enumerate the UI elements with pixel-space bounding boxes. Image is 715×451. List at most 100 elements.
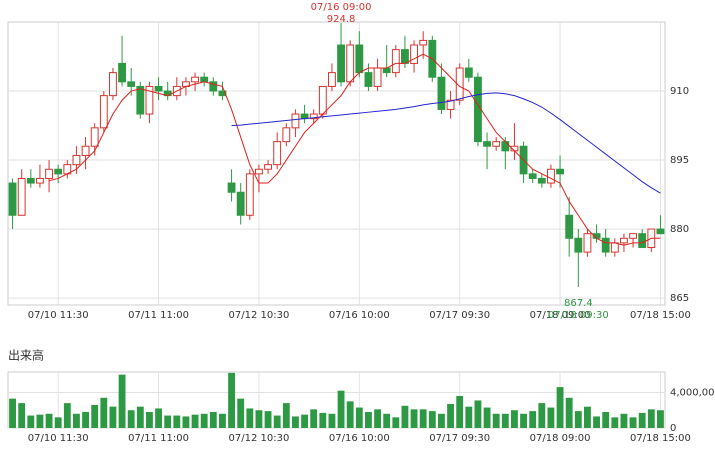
volume-bar [91, 404, 99, 428]
candle-body [200, 76, 209, 83]
volume-bar [657, 410, 664, 428]
x-tick-label: 07/18 15:00 [630, 433, 691, 444]
candle-body [565, 214, 574, 239]
candle-body [54, 168, 63, 175]
candle-body [255, 168, 263, 175]
candle-body [236, 191, 245, 216]
volume-bar [155, 408, 162, 428]
volume-bar [638, 412, 646, 428]
candle-body [291, 113, 300, 129]
volume-bar [54, 417, 62, 428]
candle-body [154, 85, 163, 92]
volume-bar [118, 374, 126, 428]
candle-body [501, 141, 510, 152]
candle-body [474, 76, 482, 143]
candle-body [145, 85, 154, 115]
volume-bar [346, 401, 354, 428]
volume-bar [109, 406, 117, 428]
volume-bar [63, 403, 71, 428]
volume-bar [410, 409, 418, 428]
x-tick-label: 07/18 15:00 [630, 310, 691, 321]
volume-bar [9, 398, 16, 428]
x-tick-label: 07/18 09:00 [530, 433, 591, 444]
candle-body [17, 177, 26, 216]
volume-bar [474, 400, 482, 428]
volume-bar [328, 413, 336, 428]
volume-bar [246, 408, 254, 428]
volume-bar [647, 409, 655, 428]
volume-bar [529, 411, 537, 428]
volume-bar [383, 413, 391, 428]
volume-bar [419, 409, 427, 428]
candle-body [99, 95, 108, 129]
candle-body [656, 228, 665, 235]
x-tick-label: 07/10 11:30 [28, 433, 89, 444]
candle-body [492, 141, 501, 147]
candle-body [373, 67, 382, 87]
candle-body [410, 44, 418, 64]
volume-bar [36, 414, 44, 428]
volume-bar [164, 415, 172, 428]
low-annotation-value: 867.4 [564, 298, 593, 309]
candle-body [547, 168, 555, 184]
volume-bar [319, 412, 327, 428]
volume-bar [127, 410, 135, 428]
volume-bar [538, 403, 546, 428]
candle-body [401, 49, 409, 64]
candle-body [191, 76, 199, 83]
volume-bar [447, 404, 454, 428]
candle-body [601, 237, 610, 253]
x-tick-label: 07/16 10:00 [329, 310, 390, 321]
candle-body [346, 44, 355, 83]
candle-body [528, 173, 537, 179]
volume-bar [136, 406, 144, 428]
volume-bar [255, 410, 263, 428]
y-tick-label: 910 [670, 86, 689, 97]
volume-bar [511, 410, 518, 428]
volume-bar [501, 413, 509, 428]
candle-body [273, 141, 282, 166]
volume-bar [292, 416, 299, 428]
volume-bar [237, 398, 245, 428]
volume-bar [18, 403, 26, 428]
candle-body [355, 44, 364, 74]
volume-bar [82, 412, 89, 428]
volume-bar [45, 413, 53, 428]
volume-bar [73, 413, 80, 428]
volume-bar [337, 390, 345, 428]
candle-body [109, 72, 117, 97]
candle-body [483, 141, 491, 147]
x-tick-label: 07/11 11:00 [128, 310, 189, 321]
candle-body [455, 67, 464, 101]
volume-bar [273, 415, 281, 428]
y-tick-label: 4,000,000 [670, 387, 715, 398]
x-tick-label: 07/17 09:30 [429, 433, 490, 444]
volume-bar [556, 387, 564, 428]
volume-bar [301, 414, 308, 428]
volume-bar [173, 415, 181, 428]
candle-body [318, 85, 327, 115]
candle-body [382, 67, 391, 74]
candle-body [45, 168, 53, 179]
x-tick-label: 07/12 10:30 [229, 310, 290, 321]
candle-body [464, 67, 473, 78]
x-tick-label: 07/11 11:00 [128, 433, 189, 444]
candle-body [629, 233, 637, 239]
x-tick-label: 07/12 10:30 [229, 433, 290, 444]
volume-bar [438, 413, 445, 428]
volume-bar [620, 413, 628, 428]
candle-body [8, 182, 17, 216]
candle-body [583, 233, 592, 253]
high-annotation-value: 924.8 [327, 14, 356, 25]
candle-body [610, 242, 619, 253]
y-tick-label: 895 [670, 155, 689, 166]
candle-body [136, 85, 145, 115]
volume-bar [520, 413, 527, 428]
volume-bar [100, 397, 108, 428]
candle-body [127, 81, 136, 87]
volume-bar [182, 416, 190, 428]
plot-frame [7, 21, 666, 306]
volume-bar [428, 411, 436, 428]
volume-bar [191, 414, 199, 428]
